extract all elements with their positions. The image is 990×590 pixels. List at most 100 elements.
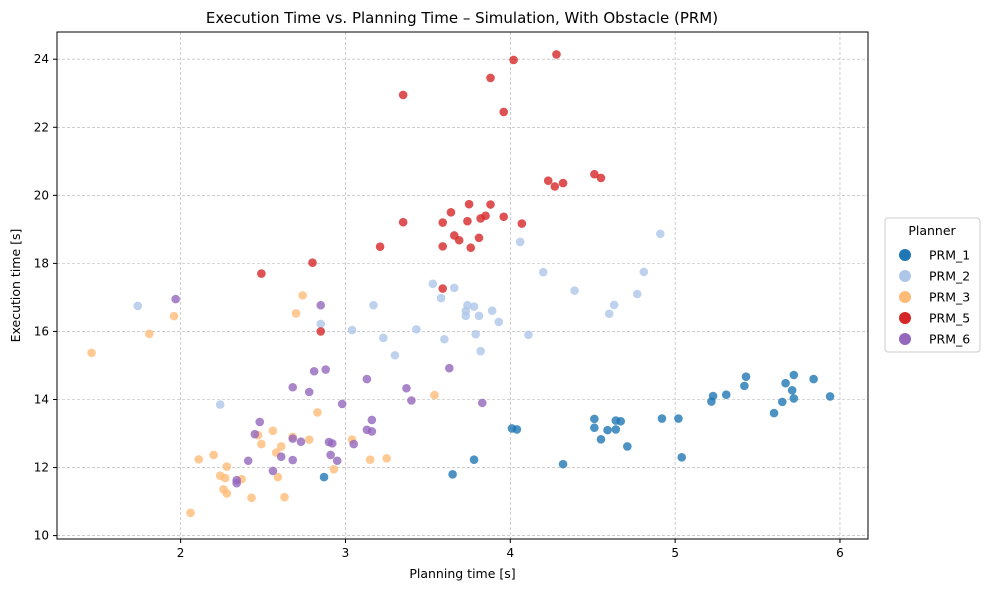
x-tick-label: 2: [177, 546, 185, 560]
data-point: [329, 464, 339, 474]
data-point: [316, 327, 326, 336]
data-point: [449, 283, 459, 293]
data-point: [309, 366, 319, 376]
data-point: [288, 382, 298, 392]
data-point: [332, 456, 342, 466]
data-point: [657, 414, 667, 423]
data-point: [543, 176, 553, 185]
data-point: [474, 233, 484, 243]
data-point: [232, 478, 241, 488]
data-point: [538, 267, 548, 277]
data-point: [257, 269, 266, 278]
data-point: [809, 374, 818, 384]
x-axis: 2 3 4 5 6: [177, 539, 844, 560]
legend-marker: [899, 270, 911, 282]
data-point: [558, 178, 568, 188]
series-PRM_3: [87, 291, 439, 518]
grid: [57, 32, 868, 539]
data-point: [186, 508, 195, 518]
data-point: [145, 329, 154, 339]
data-point: [257, 439, 266, 449]
legend-title: Planner: [908, 223, 956, 238]
data-point: [477, 398, 487, 408]
data-point: [390, 350, 400, 360]
data-point: [487, 306, 497, 315]
data-point: [247, 493, 256, 503]
series-PRM_1: [319, 370, 835, 482]
data-point: [552, 50, 561, 59]
data-point: [486, 73, 495, 83]
data-point: [280, 492, 289, 502]
data-point: [609, 300, 619, 310]
data-point: [209, 450, 218, 460]
data-point: [499, 212, 509, 222]
data-point: [499, 107, 509, 117]
data-point: [316, 300, 326, 310]
series-PRM_6: [171, 294, 487, 488]
data-point: [321, 365, 330, 374]
data-point: [412, 325, 421, 334]
data-point: [469, 302, 479, 311]
data-point: [708, 391, 718, 401]
data-point: [590, 169, 599, 179]
legend-label: PRM_2: [929, 269, 970, 284]
data-point: [276, 442, 286, 451]
data-point: [623, 442, 632, 451]
legend-label: PRM_5: [929, 311, 970, 326]
data-point: [517, 219, 527, 228]
data-point: [781, 378, 790, 388]
y-tick-label: 20: [34, 188, 49, 202]
y-axis: 10 12 14 16 18 20 22 24: [34, 52, 57, 543]
data-point: [337, 399, 347, 409]
y-tick-label: 10: [34, 529, 49, 543]
data-point: [596, 173, 606, 183]
data-point: [486, 200, 495, 209]
data-point: [194, 455, 204, 464]
data-point: [407, 396, 416, 405]
x-tick-label: 6: [836, 546, 844, 560]
data-point: [304, 435, 314, 444]
legend-label: PRM_1: [929, 248, 970, 263]
data-point: [448, 470, 457, 479]
data-point: [133, 301, 143, 311]
data-point: [347, 325, 357, 335]
data-point: [268, 426, 278, 436]
data-point: [367, 427, 377, 436]
data-point: [222, 462, 232, 471]
data-point: [268, 466, 278, 476]
data-point: [446, 208, 456, 217]
data-point: [288, 434, 298, 443]
data-point: [677, 453, 687, 462]
data-point: [365, 455, 375, 465]
legend-marker: [899, 249, 911, 261]
data-point: [171, 294, 180, 304]
data-point: [326, 450, 335, 460]
y-tick-label: 16: [34, 324, 49, 338]
data-point: [440, 334, 449, 344]
data-point: [438, 218, 448, 227]
y-tick-label: 22: [34, 120, 49, 134]
data-point: [740, 381, 749, 391]
data-point: [509, 55, 518, 65]
data-point: [789, 394, 799, 403]
data-point: [471, 329, 480, 339]
series-PRM_5: [257, 50, 606, 336]
data-point: [438, 284, 448, 293]
data-point: [250, 429, 260, 439]
data-point: [639, 267, 649, 277]
data-point: [741, 372, 751, 381]
data-points: [87, 50, 835, 518]
data-point: [398, 217, 408, 227]
data-point: [349, 439, 359, 449]
data-point: [369, 300, 378, 310]
data-point: [308, 258, 317, 268]
data-point: [362, 374, 372, 384]
y-axis-label: Execution time [s]: [8, 229, 23, 343]
legend-marker: [899, 312, 911, 324]
legend-label: PRM_6: [929, 332, 970, 347]
data-point: [524, 330, 533, 340]
data-point: [558, 459, 568, 469]
data-point: [327, 439, 337, 448]
y-tick-label: 14: [34, 392, 49, 406]
